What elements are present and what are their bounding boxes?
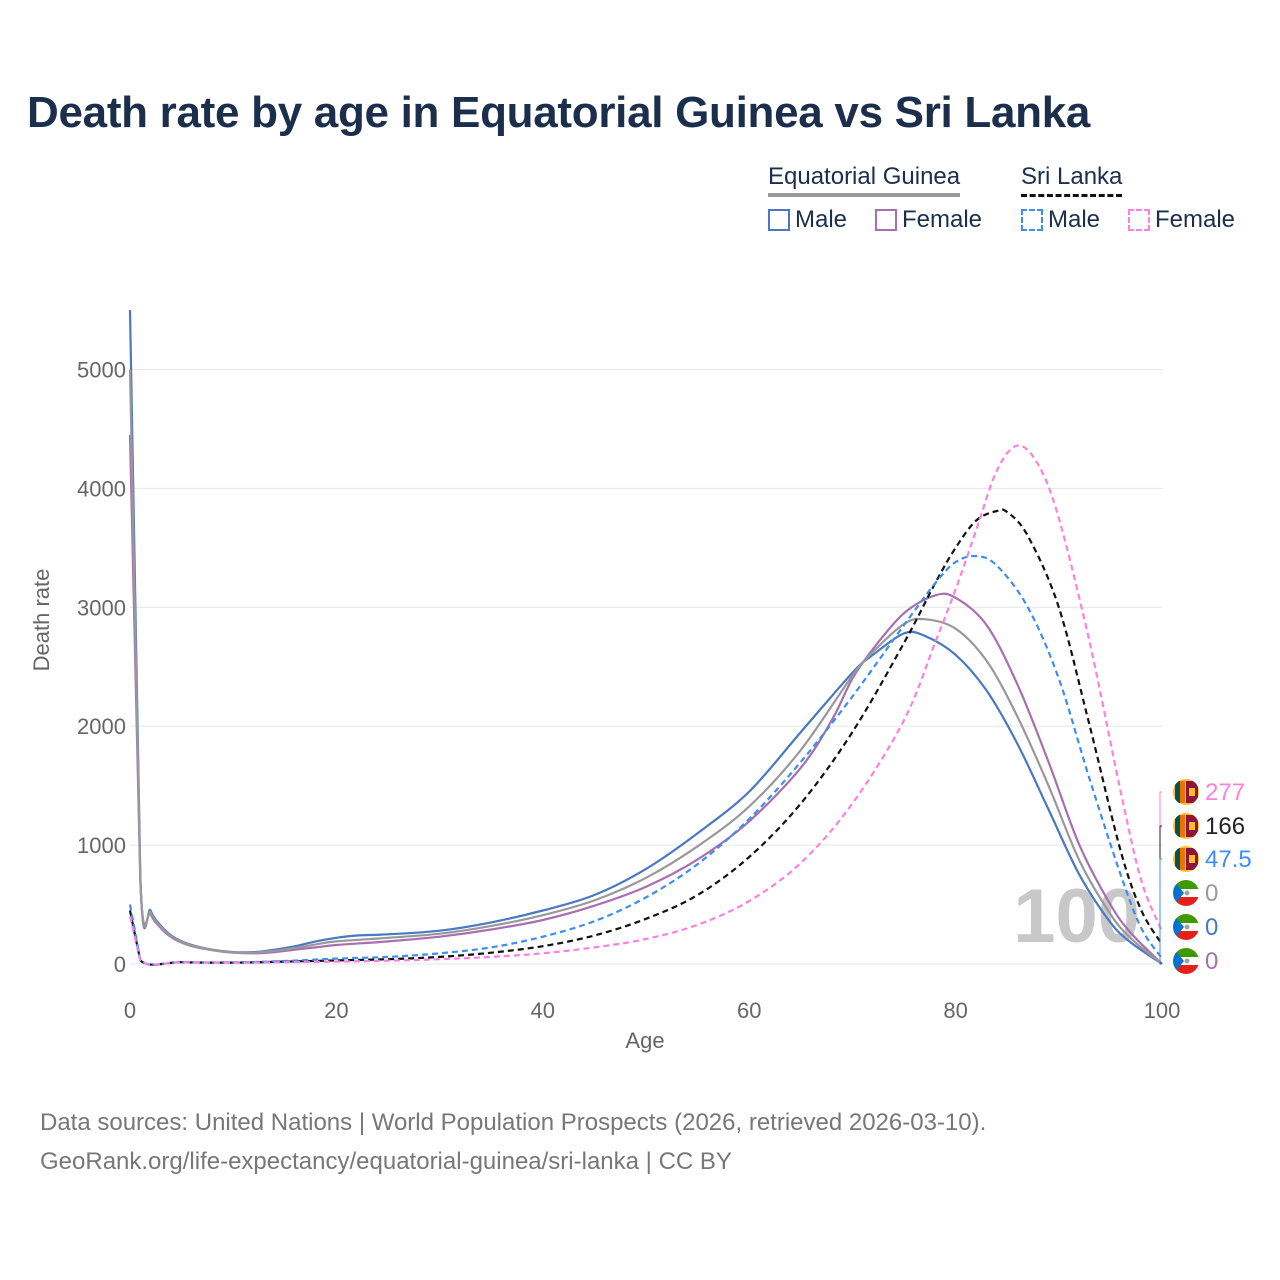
legend-item-eg-male[interactable]: Male <box>768 206 847 234</box>
legend-item-label: Female <box>1155 206 1236 233</box>
equatorial-guinea-flag-icon <box>1173 948 1199 974</box>
y-tick-label: 3000 <box>77 595 126 620</box>
legend-item-sl-female[interactable]: Female <box>1128 206 1235 234</box>
equatorial-guinea-flag-icon <box>1173 880 1199 906</box>
x-tick-label: 100 <box>1144 998 1181 1023</box>
legend-item-sl-male[interactable]: Male <box>1021 206 1100 234</box>
series-line-equatorial-guinea-male <box>128 309 1163 965</box>
axis-layer: 0 1000 2000 3000 4000 5000 0 20 40 60 80 100 <box>77 357 1180 1023</box>
y-axis-title: Death rate <box>29 569 54 672</box>
series-line-equatorial-guinea-female <box>128 434 1163 965</box>
legend-group-sri-lanka[interactable]: Sri Lanka <box>1021 163 1123 197</box>
series-line-sri-lanka-male <box>128 554 1163 967</box>
end-label-value: 0 <box>1205 948 1218 975</box>
legend-group-label: Equatorial Guinea <box>768 163 961 190</box>
sri-lanka-flag-icon <box>1173 813 1199 839</box>
legend-item-eg-female[interactable]: Female <box>875 206 982 234</box>
grid-layer <box>130 368 1162 965</box>
y-tick-label: 4000 <box>77 476 126 501</box>
series-line-sri-lanka-female <box>128 444 1164 966</box>
end-label-value: 0 <box>1205 914 1218 941</box>
x-tick-label: 80 <box>943 998 967 1023</box>
end-label-value: 277 <box>1205 779 1245 806</box>
end-label-value: 166 <box>1205 813 1245 840</box>
watermark-age: 100 <box>1013 874 1140 959</box>
x-tick-label: 40 <box>531 998 555 1023</box>
series-line-sri-lanka-total <box>128 508 1163 966</box>
legend-group-equatorial-guinea[interactable]: Equatorial Guinea <box>768 163 961 197</box>
end-label-value: 47.5 <box>1205 846 1252 873</box>
y-tick-label: 1000 <box>77 833 126 858</box>
sri-lanka-flag-icon <box>1173 779 1199 805</box>
chart-title: Death rate by age in Equatorial Guinea v… <box>27 88 1091 137</box>
x-tick-label: 0 <box>124 998 136 1023</box>
series-line-equatorial-guinea-total <box>128 369 1163 965</box>
legend-swatch-icon <box>768 209 790 231</box>
equatorial-guinea-flag-icon <box>1173 914 1199 940</box>
legend-swatch-icon <box>1128 209 1150 231</box>
legend-group-label: Sri Lanka <box>1021 163 1123 190</box>
end-label-layer: 277 166 47.5 0 0 0 <box>1159 779 1252 975</box>
legend-item-label: Male <box>795 206 848 233</box>
legend-group-line <box>1021 194 1123 197</box>
series-layer <box>128 309 1164 967</box>
y-tick-label: 2000 <box>77 714 126 739</box>
x-tick-label: 60 <box>737 998 761 1023</box>
sri-lanka-flag-icon <box>1173 846 1199 872</box>
legend-swatch-icon <box>1021 209 1043 231</box>
legend-swatch-icon <box>875 209 897 231</box>
end-label-connector <box>1159 858 1162 965</box>
x-tick-label: 20 <box>324 998 348 1023</box>
footer-source: Data sources: United Nations | World Pop… <box>40 1109 987 1136</box>
y-tick-label: 0 <box>114 952 126 977</box>
end-label-value: 0 <box>1205 880 1218 907</box>
x-axis-title: Age <box>625 1028 664 1053</box>
legend-group-line <box>768 193 961 197</box>
footer-link[interactable]: GeoRank.org/life-expectancy/equatorial-g… <box>40 1148 732 1175</box>
legend-item-label: Female <box>902 206 983 233</box>
y-tick-label: 5000 <box>77 357 126 382</box>
legend-item-label: Male <box>1048 206 1101 233</box>
